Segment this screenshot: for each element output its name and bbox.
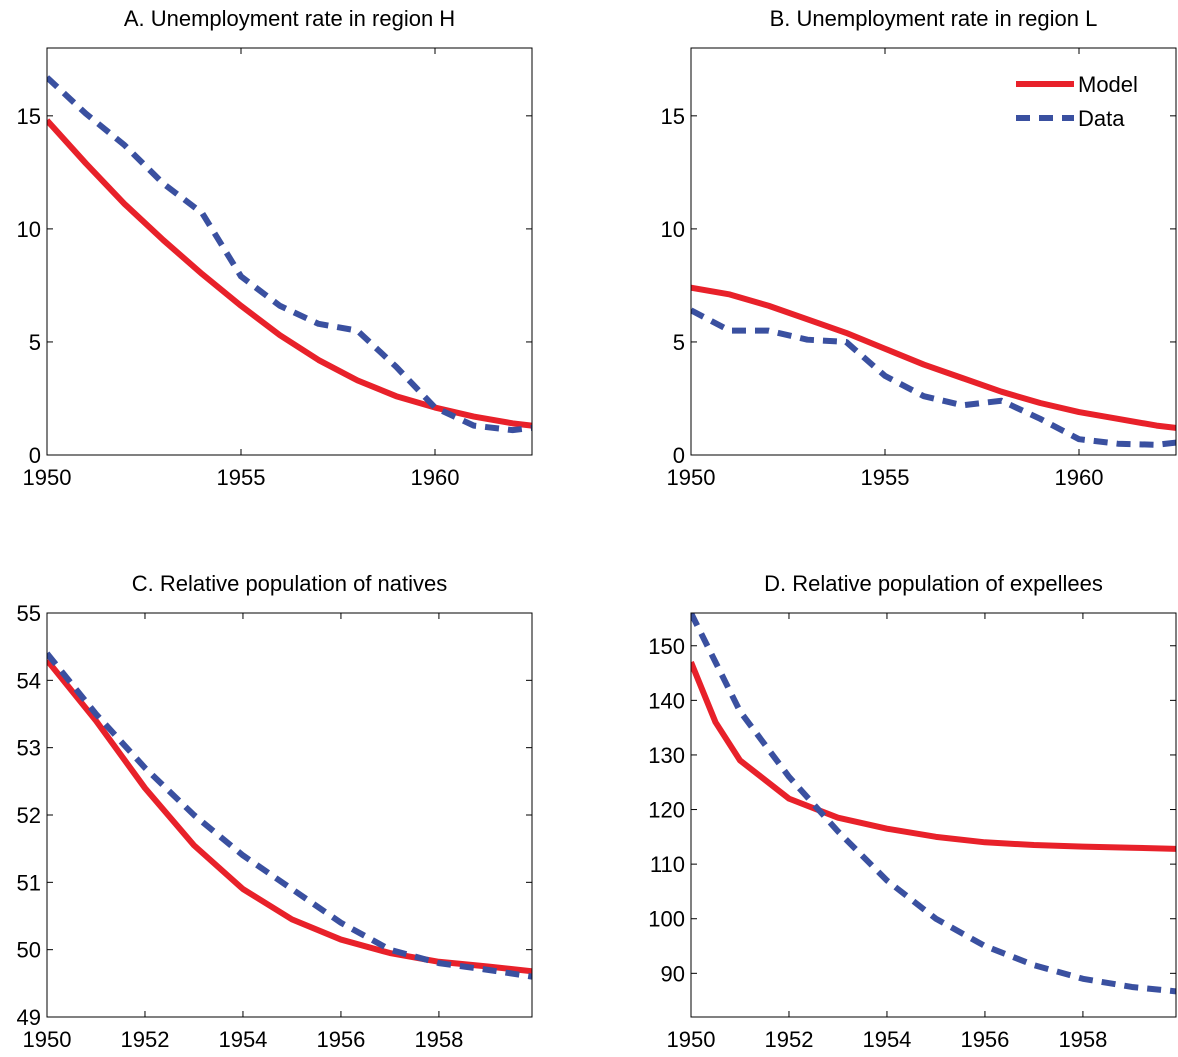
y-tick-label: 100: [648, 907, 685, 932]
line-series: [47, 75, 532, 434]
x-tick-label: 1955: [217, 465, 266, 490]
y-tick-label: 130: [648, 743, 685, 768]
x-tick-label: 1958: [414, 1027, 463, 1052]
x-tick-label: 1952: [121, 1027, 170, 1052]
y-tick-label: 10: [661, 217, 685, 242]
legend-label: Model: [1078, 72, 1138, 97]
y-tick-label: 50: [17, 938, 41, 963]
y-tick-label: 110: [650, 852, 685, 877]
line-series: [47, 651, 532, 980]
chart-title: B. Unemployment rate in region L: [770, 6, 1098, 31]
y-tick-label: 10: [17, 217, 41, 242]
y-tick-label: 15: [661, 104, 685, 129]
x-tick-label: 1955: [861, 465, 910, 490]
plot-frame: [690, 612, 1177, 1018]
plot-frame: [46, 47, 533, 456]
x-tick-label: 1954: [862, 1027, 911, 1052]
line-series: [47, 658, 532, 975]
x-tick-label: 1954: [218, 1027, 267, 1052]
x-tick-label: 1952: [765, 1027, 814, 1052]
y-tick-label: 54: [17, 668, 41, 693]
line-series: [691, 307, 1176, 448]
y-tick-label: 52: [17, 803, 41, 828]
line-series: [691, 284, 1176, 431]
y-tick-label: 0: [673, 443, 685, 468]
y-tick-label: 55: [17, 601, 41, 626]
x-tick-label: 1960: [1055, 465, 1104, 490]
x-tick-label: 1958: [1058, 1027, 1107, 1052]
x-tick-label: 1960: [411, 465, 460, 490]
y-tick-label: 51: [17, 870, 41, 895]
y-tick-label: 90: [661, 961, 685, 986]
x-tick-label: 1950: [23, 1027, 72, 1052]
x-tick-label: 1956: [960, 1027, 1009, 1052]
x-tick-label: 1956: [316, 1027, 365, 1052]
x-tick-label: 1950: [23, 465, 72, 490]
y-tick-label: 5: [673, 330, 685, 355]
chart-title: C. Relative population of natives: [132, 571, 448, 596]
plot-frame: [690, 47, 1177, 456]
chart-title: D. Relative population of expellees: [764, 571, 1103, 596]
line-series: [691, 613, 1176, 995]
y-tick-label: 0: [29, 443, 41, 468]
legend-label: Data: [1078, 106, 1125, 131]
x-tick-label: 1950: [667, 1027, 716, 1052]
y-tick-label: 15: [17, 104, 41, 129]
chart-title: A. Unemployment rate in region H: [124, 6, 455, 31]
y-tick-label: 140: [648, 688, 685, 713]
line-series: [47, 118, 532, 429]
y-tick-label: 150: [648, 634, 685, 659]
y-tick-label: 53: [17, 736, 41, 761]
y-tick-label: 120: [648, 798, 685, 823]
x-tick-label: 1950: [667, 465, 716, 490]
line-series: [691, 661, 1176, 852]
plot-frame: [46, 612, 533, 1018]
y-tick-label: 5: [29, 330, 41, 355]
y-tick-label: 49: [17, 1005, 41, 1030]
